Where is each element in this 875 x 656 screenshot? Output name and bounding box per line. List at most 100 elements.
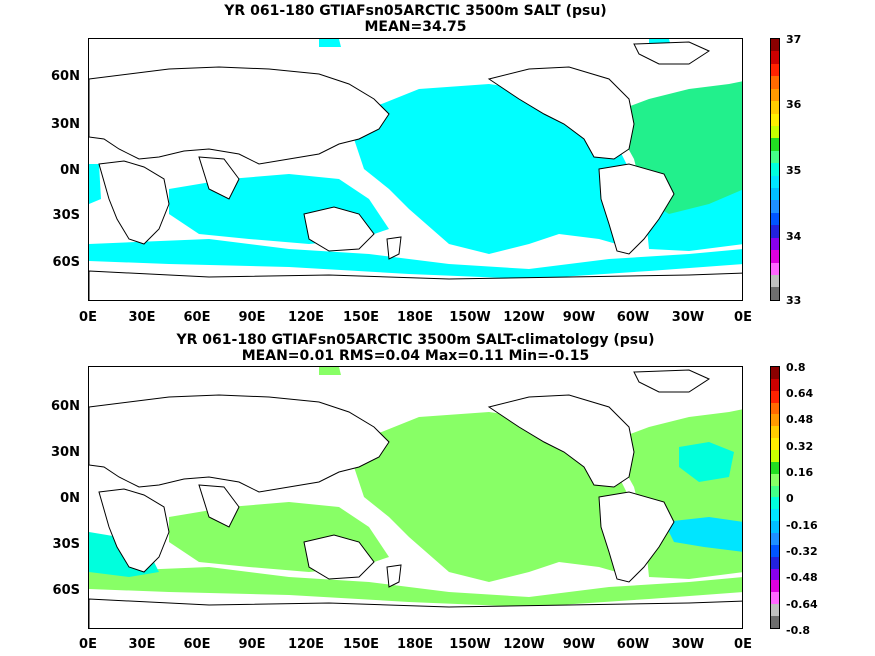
top-colorbar-swatch [771,51,779,64]
top-colorbar-swatch [771,101,779,114]
bottom-anomaly-map [88,366,743,629]
bottom-colorbar-swatch [771,367,779,379]
top-lon-label: 30W [671,310,705,325]
bottom-lon-label: 30E [128,637,156,652]
bottom-colorbar-label: 0.8 [786,361,806,374]
bottom-colorbar-label: 0.48 [786,413,814,426]
top-lon-label: 60E [183,310,211,325]
bottom-lon-label: 120E [287,637,325,652]
bottom-colorbar-swatch [771,592,779,605]
top-colorbar-swatch [771,225,779,238]
top-colorbar-label: 33 [786,294,802,307]
top-colorbar-swatch [771,125,779,139]
bottom-colorbar-swatch [771,544,779,557]
bottom-colorbar-label: 0.64 [786,387,814,400]
bottom-lat-label: 60N [51,399,80,414]
top-title-line1: YR 061-180 GTIAFsn05ARCTIC 3500m SALT (p… [224,3,607,19]
bottom-colorbar-label: 0 [786,492,794,505]
bottom-lon-label: 90E [238,637,266,652]
bottom-lon-label: 150W [449,637,491,652]
bottom-colorbar-swatch [771,533,779,545]
top-title-line2: MEAN=34.75 [364,19,467,35]
bottom-colorbar-swatch [771,521,779,534]
top-lon-label: 30E [128,310,156,325]
bottom-colorbar-swatch [771,414,779,427]
bottom-lon-label: 0E [79,637,97,652]
bottom-lon-label: 90W [562,637,596,652]
top-colorbar-swatch [771,250,779,263]
top-colorbar [770,38,780,301]
top-colorbar-swatch [771,262,779,276]
top-salinity-map [88,38,743,301]
top-colorbar-swatch [771,76,779,89]
bottom-colorbar-swatch [771,497,779,510]
top-colorbar-label: 37 [786,33,802,46]
bottom-colorbar-label: -0.16 [786,519,818,532]
bottom-colorbar [770,366,780,629]
bottom-colorbar-swatch [771,438,779,451]
top-colorbar-swatch [771,150,779,164]
top-colorbar-label: 36 [786,98,802,111]
top-colorbar-swatch [771,287,779,300]
top-lon-label: 180E [396,310,434,325]
top-colorbar-swatch [771,63,779,77]
top-colorbar-swatch [771,113,779,126]
bottom-colorbar-swatch [771,616,779,628]
bottom-colorbar-swatch [771,461,779,474]
bottom-land [89,369,742,628]
top-colorbar-swatch [771,39,779,52]
top-colorbar-swatch [771,175,779,189]
bottom-colorbar-swatch [771,556,779,569]
top-lon-label: 120E [287,310,325,325]
top-colorbar-swatch [771,138,779,151]
bottom-colorbar-swatch [771,568,779,581]
bottom-lat-label: 60S [52,583,80,598]
bottom-colorbar-swatch [771,426,779,439]
bottom-colorbar-label: -0.64 [786,598,818,611]
bottom-colorbar-label: 0.16 [786,466,814,479]
bottom-lon-label: 180E [396,637,434,652]
top-colorbar-label: 34 [786,230,802,243]
top-lat-label: 30S [52,208,80,223]
top-land [89,41,742,300]
top-colorbar-swatch [771,188,779,201]
top-colorbar-swatch [771,237,779,251]
bottom-lat-label: 30S [52,537,80,552]
top-colorbar-label: 35 [786,164,802,177]
bottom-colorbar-label: -0.32 [786,545,818,558]
bottom-colorbar-swatch [771,402,779,415]
bottom-colorbar-swatch [771,378,779,391]
bottom-map-canvas [89,367,742,628]
bottom-colorbar-swatch [771,473,779,486]
bottom-colorbar-label: -0.48 [786,571,818,584]
bottom-colorbar-swatch [771,509,779,522]
bottom-lat-label: 30N [51,445,80,460]
top-lon-label: 150E [342,310,380,325]
top-colorbar-swatch [771,88,779,102]
top-lon-label: 60W [616,310,650,325]
top-lon-label: 90E [238,310,266,325]
bottom-colorbar-label: -0.8 [786,624,811,637]
bottom-lon-label: 120W [503,637,545,652]
top-colorbar-swatch [771,200,779,213]
top-colorbar-swatch [771,163,779,176]
bottom-colorbar-swatch [771,485,779,498]
top-lon-label: 90W [562,310,596,325]
bottom-colorbar-swatch [771,604,779,617]
top-lon-label: 150W [449,310,491,325]
bottom-colorbar-swatch [771,390,779,403]
top-colorbar-swatch [771,212,779,226]
top-lon-label: 0E [79,310,97,325]
bottom-lon-label: 0E [734,637,752,652]
top-lat-label: 0N [60,163,80,178]
bottom-lat-label: 0N [60,491,80,506]
bottom-lon-label: 60E [183,637,211,652]
bottom-lon-label: 30W [671,637,705,652]
top-lon-label: 120W [503,310,545,325]
top-colorbar-swatch [771,275,779,288]
bottom-colorbar-label: 0.32 [786,440,814,453]
top-map-canvas [89,39,742,300]
bottom-colorbar-swatch [771,450,779,462]
top-lon-label: 0E [734,310,752,325]
bottom-lon-label: 150E [342,637,380,652]
